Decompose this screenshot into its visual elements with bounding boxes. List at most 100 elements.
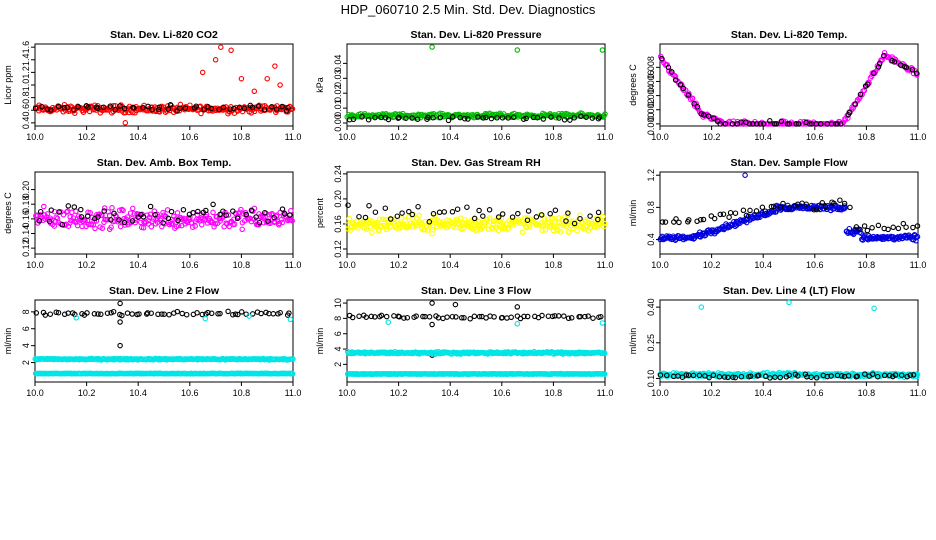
data-point [467,316,473,322]
data-point [771,371,778,377]
data-point [659,55,665,62]
y-tick-label: 2 [333,362,343,367]
data-point [193,103,199,110]
data-point [394,213,401,219]
data-point [140,104,146,111]
data-point [215,311,221,317]
data-point [230,208,236,214]
data-point [730,374,736,380]
data-point [225,212,232,218]
data-point [285,104,291,111]
data-point [552,207,559,214]
data-point [232,311,239,317]
data-point [403,115,409,121]
data-point [504,315,510,321]
data-point [672,77,679,83]
data-point [39,104,45,110]
x-tick-label: 10.4 [441,260,459,270]
x-tick-label: 11.0 [910,260,927,270]
data-point [95,311,101,317]
data-point [795,373,801,379]
data-point [593,215,600,221]
data-point [833,121,839,127]
data-point [910,372,917,378]
data-point [387,216,394,222]
data-point [265,218,271,225]
data-point [555,313,562,319]
data-point [174,210,181,216]
data-point [289,217,295,224]
data-point [548,222,555,229]
data-point [144,310,151,316]
x-tick-label: 11.0 [910,132,927,142]
data-point [65,203,72,209]
data-point [596,114,603,120]
data-point [821,121,827,127]
data-point [449,114,456,120]
data-point [47,311,54,317]
data-point [160,220,166,226]
x-tick-label: 10.0 [338,388,356,398]
data-point [378,223,385,230]
panel-title: Stan. Dev. Amb. Box Temp. [97,157,232,169]
data-point [251,88,258,95]
data-point [754,121,760,127]
x-tick-label: 11.0 [285,132,302,142]
data-point [429,300,435,306]
data-point [60,211,67,218]
data-point [395,115,401,121]
data-point [538,212,545,218]
data-point [124,310,131,316]
y-tick-label: 0.01 [333,99,343,117]
data-point [147,203,154,210]
data-point [697,216,704,223]
data-point [248,207,255,214]
data-point [287,316,294,323]
data-point [540,222,547,229]
data-point [793,121,799,127]
data-point [217,211,223,218]
data-point [236,104,243,111]
y-axis-label: degrees C [3,192,13,234]
data-point [416,212,422,219]
data-point [33,310,40,316]
data-point [175,217,181,224]
y-tick-label: 4 [21,343,31,348]
data-point [195,208,201,215]
panel-title: Stan. Dev. Line 4 (LT) Flow [723,285,856,297]
data-point [767,375,773,381]
data-point [405,214,412,220]
data-point [777,374,783,381]
data-point [378,312,385,319]
data-point [220,208,226,214]
data-point [717,121,723,127]
x-tick-label: 10.4 [441,132,459,142]
scatter-points [657,172,921,244]
x-tick-label: 10.6 [806,388,824,398]
data-point [577,212,583,218]
data-point [811,206,817,213]
data-point [900,220,907,227]
data-point [41,203,47,210]
data-point [415,203,421,210]
data-point [210,201,216,208]
data-point [898,372,905,378]
data-point [287,212,293,218]
data-point [92,225,98,232]
data-point [673,216,679,222]
data-point [686,217,692,223]
plot-frame [346,299,606,383]
data-point [452,301,459,308]
data-point [56,209,62,215]
data-point [70,215,77,221]
data-point [156,104,163,110]
data-point [683,372,690,378]
data-point [385,116,392,123]
data-point [505,115,511,121]
data-point [256,219,263,226]
data-point [807,121,813,127]
data-point [480,213,486,219]
data-point [454,206,461,212]
data-point [279,206,286,212]
